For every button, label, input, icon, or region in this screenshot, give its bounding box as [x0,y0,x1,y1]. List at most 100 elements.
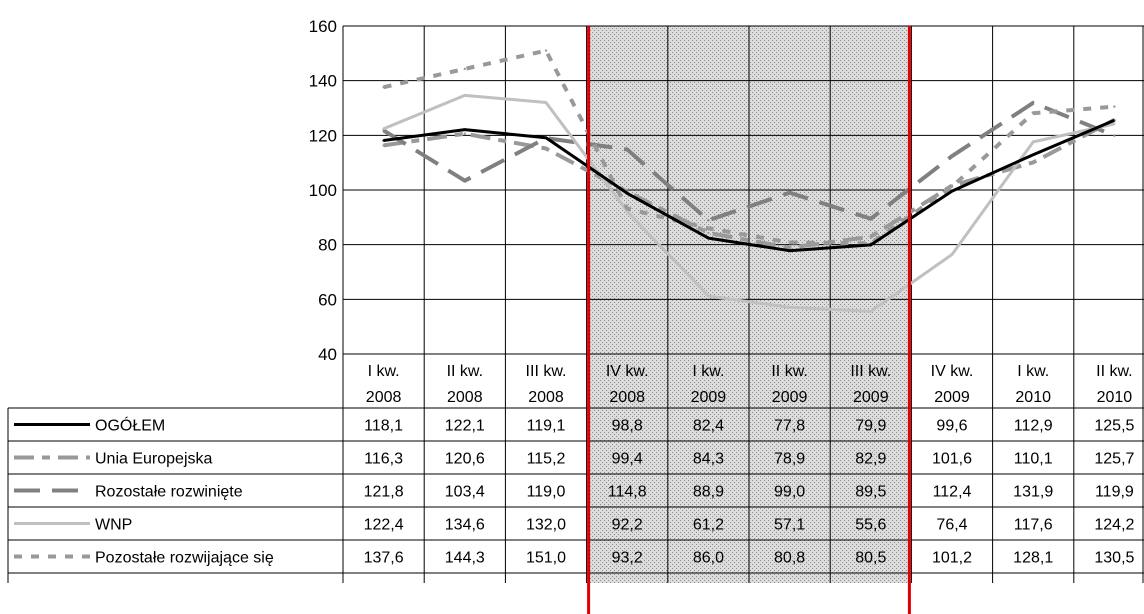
series-point [707,219,710,222]
table-cell: 119,1 [527,418,566,435]
x-tick-label: I kw. [368,363,400,380]
y-tick-label: 100 [309,181,337,200]
x-tick-year: 2008 [528,389,564,406]
table-cell: 125,7 [1094,451,1134,468]
table-cell: 99,0 [774,484,805,501]
table-cell: 116,3 [364,451,403,468]
table-cell: 55,6 [855,517,886,534]
x-tick-label: III kw. [526,363,567,380]
table-cell: 89,5 [855,484,886,501]
series-point [1032,140,1035,144]
x-tick-year: 2009 [691,389,727,406]
table-cell: 92,2 [612,517,643,534]
series-line-0 [383,118,1115,253]
table-cell: 117,6 [1014,517,1053,534]
legend-label: Pozostałe rozwijające się [95,550,274,567]
table-cell: 115,2 [527,451,566,468]
series-point [1113,105,1116,108]
series-point [463,67,466,71]
table-cell: 98,8 [612,418,643,435]
x-tick-label: IV kw. [931,363,974,380]
x-tick-label: III kw. [850,363,891,380]
y-tick-label: 140 [309,72,337,91]
y-tick-label: 80 [318,236,337,255]
x-tick-year: 2010 [1097,389,1133,406]
table-cell: 121,8 [364,484,404,501]
table-cell: 137,6 [364,550,404,567]
table-cell: 118,1 [364,418,403,435]
table-cell: 132,0 [526,517,566,534]
series-point [788,241,791,244]
x-tick-year: 2008 [609,389,645,406]
table-cell: 88,9 [693,484,724,501]
table-cell: 134,6 [445,517,485,534]
series-point [788,191,791,194]
table-cell: 78,9 [774,451,805,468]
table-cell: 101,6 [932,451,972,468]
table-cell: 101,2 [932,550,972,567]
x-tick-label: I kw. [692,363,724,380]
series-point [950,185,954,188]
table-cell: 76,4 [936,517,967,534]
series-point [1113,134,1116,137]
x-tick-label: II kw. [771,363,807,380]
table-cell: 131,9 [1013,484,1053,501]
x-tick-label: II kw. [447,363,483,380]
series-point [544,147,548,150]
y-tick-label: 120 [309,126,337,145]
table-cell: 99,4 [612,451,643,468]
series-point [788,246,791,249]
table-cell: 119,0 [527,484,566,501]
table-cell: 110,1 [1014,451,1053,468]
x-tick-year: 2008 [447,389,483,406]
series-point [869,310,872,313]
table-cell: 151,0 [526,550,566,567]
table-cell: 84,3 [693,451,724,468]
series-point [1032,161,1035,164]
table-cell: 61,2 [693,517,724,534]
series-point [626,148,629,151]
legend-label: Unia Europejska [95,451,213,468]
table-cell: 119,9 [1095,484,1134,501]
series-point [707,294,710,298]
series-line-4 [383,48,1115,246]
x-tick-year: 2010 [1015,389,1051,406]
legend-label: Rozostałe rozwinięte [95,484,243,501]
table-cell: 82,4 [693,418,724,435]
table-cell: 128,1 [1013,550,1053,567]
series-point [382,127,385,130]
series-point [950,253,954,256]
table-cell: 112,4 [933,484,972,501]
series-line-3 [383,93,1115,313]
table-cell: 114,8 [608,484,647,501]
x-tick-year: 2009 [772,389,808,406]
table-cell: 124,2 [1094,517,1134,534]
series-point [626,207,629,210]
series-point [463,94,466,97]
table-cell: 103,4 [445,484,485,501]
series-point [788,306,791,309]
y-tick-label: 60 [318,290,337,309]
table-cell: 77,8 [774,418,805,435]
legend-label: OGÓŁEM [95,416,165,435]
table-cell: 93,2 [612,550,643,567]
series-point [463,179,466,182]
series-point [707,231,710,235]
x-tick-year: 2009 [934,389,970,406]
table-cell: 144,3 [445,550,485,567]
series-point [950,154,954,158]
series-point [869,235,872,238]
x-tick-label: II kw. [1096,363,1132,380]
table-cell: 80,8 [774,550,805,567]
table-cell: 130,5 [1094,550,1134,567]
x-tick-label: IV kw. [606,363,649,380]
table-cell: 120,6 [445,451,485,468]
table-cell: 99,6 [936,418,967,435]
series-point [544,101,548,104]
series-point [707,227,710,230]
x-tick-label: I kw. [1017,363,1049,380]
series-point [869,217,872,220]
series-point [382,144,385,147]
table-cell: 86,0 [693,550,724,567]
